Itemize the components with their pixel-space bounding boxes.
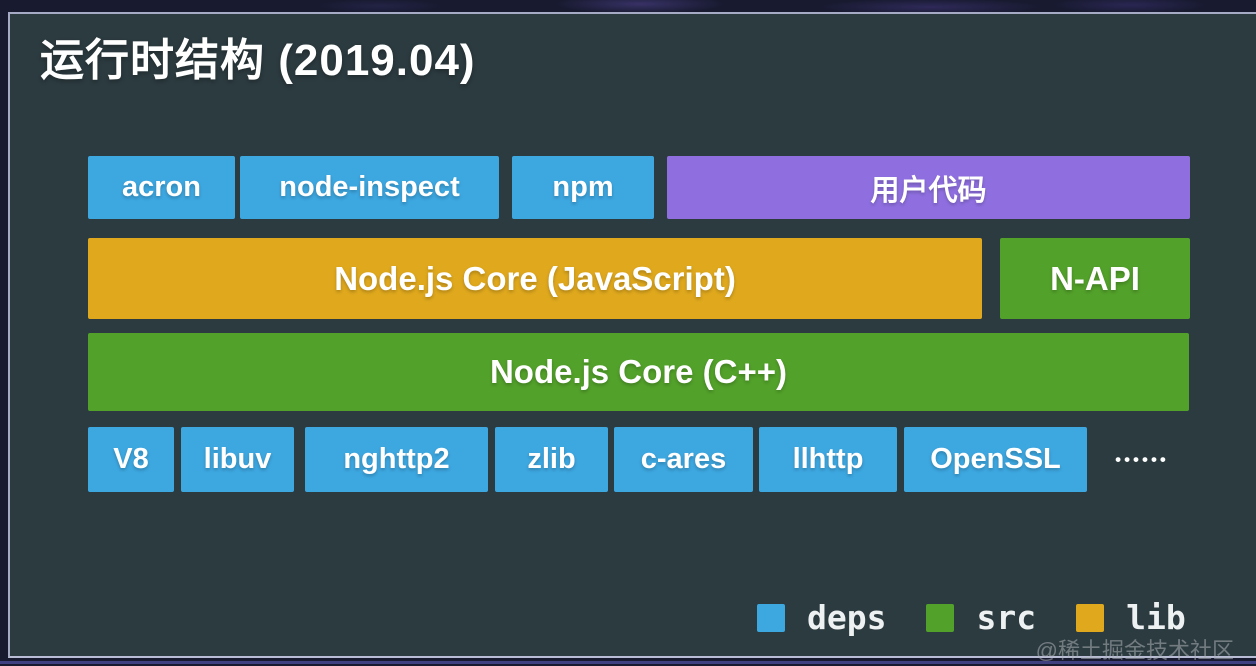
legend-item-lib: lib bbox=[1076, 601, 1186, 634]
box-openssl: OpenSSL bbox=[904, 427, 1087, 492]
legend-label-lib: lib bbox=[1126, 598, 1186, 637]
legend-label-src: src bbox=[976, 598, 1037, 637]
legend-item-deps: deps bbox=[757, 601, 886, 634]
box-acron: acron bbox=[88, 156, 235, 219]
legend: deps src lib bbox=[757, 601, 1186, 634]
box-nghttp2: nghttp2 bbox=[305, 427, 488, 492]
watermark: @稀土掘金技术社区 bbox=[1035, 638, 1234, 663]
legend-label-deps: deps bbox=[807, 598, 887, 637]
page-title: 运行时结构 (2019.04) bbox=[40, 36, 476, 85]
box-user-code: 用户代码 bbox=[667, 156, 1190, 219]
bottom-accent-line bbox=[0, 661, 1256, 664]
box-c-ares: c-ares bbox=[614, 427, 753, 492]
box-zlib: zlib bbox=[495, 427, 608, 492]
box-v8: V8 bbox=[88, 427, 174, 492]
box-llhttp: llhttp bbox=[759, 427, 897, 492]
box-n-api: N-API bbox=[1000, 238, 1190, 319]
box-nodejs-core-js: Node.js Core (JavaScript) bbox=[88, 238, 982, 319]
box-node-inspect: node-inspect bbox=[240, 156, 499, 219]
lib-color-swatch bbox=[1076, 603, 1105, 632]
src-color-swatch bbox=[926, 603, 955, 632]
box-libuv: libuv bbox=[181, 427, 294, 492]
box-npm: npm bbox=[512, 156, 654, 219]
legend-item-src: src bbox=[926, 601, 1036, 634]
deps-color-swatch bbox=[757, 603, 785, 632]
box-nodejs-core-cpp: Node.js Core (C++) bbox=[88, 333, 1189, 411]
more-deps-ellipsis: •••••• bbox=[1115, 449, 1169, 469]
